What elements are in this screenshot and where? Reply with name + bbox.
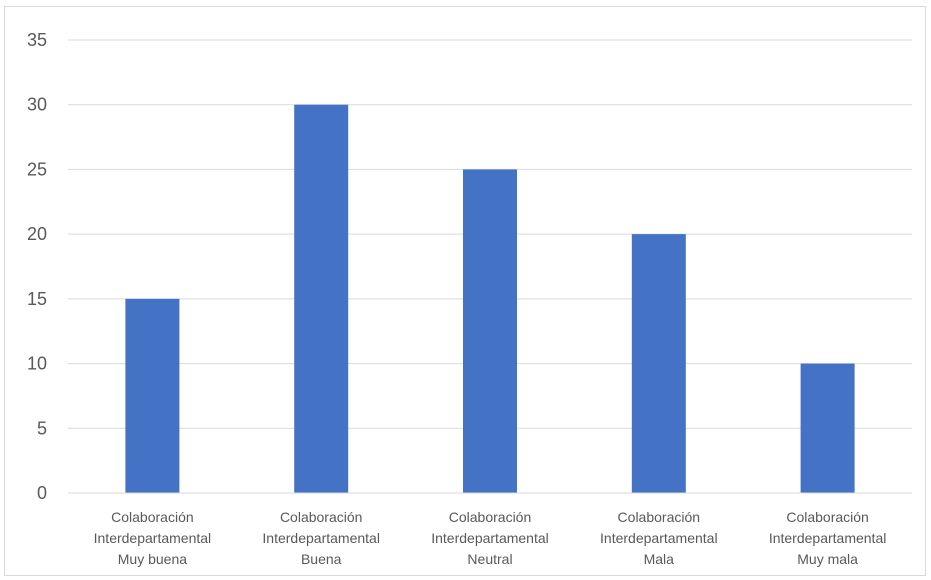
x-category-label-line: Neutral bbox=[467, 551, 512, 567]
x-category-label-line: Colaboración bbox=[618, 509, 701, 525]
x-category-label-line: Mala bbox=[644, 551, 675, 567]
y-tick-label: 5 bbox=[37, 418, 47, 438]
y-tick-label: 20 bbox=[27, 224, 47, 244]
bar bbox=[294, 104, 349, 493]
x-axis-category-labels: Colaboración Interdepartamental Muy buenaC… bbox=[94, 509, 887, 567]
y-tick-label: 25 bbox=[27, 159, 47, 179]
x-category-label-line: Colaboración bbox=[786, 509, 869, 525]
x-category-label: Colaboración Interdepartamental Neutral bbox=[431, 509, 549, 567]
bar bbox=[631, 234, 686, 493]
x-category-label-line: Interdepartamental bbox=[769, 530, 887, 546]
x-category-label-line: Interdepartamental bbox=[94, 530, 212, 546]
x-category-label: Colaboración Interdepartamental Muy buena bbox=[94, 509, 212, 567]
x-category-label-line: Interdepartamental bbox=[600, 530, 718, 546]
y-tick-label: 10 bbox=[27, 354, 47, 374]
x-category-label-line: Interdepartamental bbox=[262, 530, 380, 546]
y-tick-label: 35 bbox=[27, 30, 47, 50]
y-tick-label: 0 bbox=[37, 483, 47, 503]
bar bbox=[463, 169, 517, 493]
bar bbox=[125, 298, 180, 493]
x-category-label-line: Muy buena bbox=[118, 551, 187, 567]
x-category-label: Colaboración Interdepartamental Mala bbox=[600, 509, 718, 567]
x-category-label: Colaboración Interdepartamental Buena bbox=[262, 509, 380, 567]
x-category-label-line: Muy mala bbox=[797, 551, 858, 567]
x-category-label-line: Colaboración bbox=[111, 509, 194, 525]
x-category-label: Colaboración Interdepartamental Muy mala bbox=[769, 509, 887, 567]
y-axis-tick-labels: 0 5 10 15 20 25 30 35 bbox=[27, 30, 47, 503]
y-tick-label: 30 bbox=[27, 95, 47, 115]
x-category-label-line: Interdepartamental bbox=[431, 530, 549, 546]
x-category-label-line: Buena bbox=[301, 551, 342, 567]
bar bbox=[800, 363, 855, 493]
x-category-label-line: Colaboración bbox=[449, 509, 532, 525]
x-category-label-line: Colaboración bbox=[280, 509, 363, 525]
bars bbox=[125, 104, 855, 493]
y-tick-label: 15 bbox=[27, 289, 47, 309]
